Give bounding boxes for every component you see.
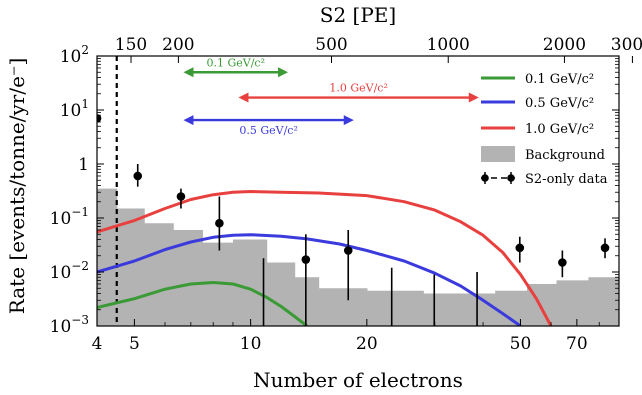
background-bin <box>116 208 145 326</box>
plot-area: 0.1 GeV/c² 1.0 GeV/c² 0.5 GeV/c² 4 5 10 20 50 70… <box>50 35 642 354</box>
background-bin <box>588 277 619 326</box>
top-axis-label: S2 [PE] <box>320 3 396 27</box>
background-bin <box>232 239 268 326</box>
y-tick-base: 10 <box>60 47 82 67</box>
legend-label: S2-only data <box>525 172 608 187</box>
background-bin <box>423 293 462 326</box>
plot-frame <box>96 55 620 327</box>
annotation-label: 0.1 GeV/c² <box>206 56 265 69</box>
y-tick-label: 101 <box>60 97 89 121</box>
y-tick-label: 10−1 <box>50 205 89 229</box>
data-point <box>343 246 353 255</box>
y-tick-label: 102 <box>60 43 89 67</box>
y-tick-base: 10 <box>50 317 72 337</box>
annotation-arrowhead-left <box>183 67 194 78</box>
x-tick-label: 5 <box>129 334 140 354</box>
annotation-1: 1.0 GeV/c² <box>238 82 479 103</box>
y-axis-label: Rate [events/tonne/yr/e⁻] <box>5 58 29 315</box>
y-tick-exponent: −2 <box>71 259 89 273</box>
data-point <box>558 258 567 267</box>
y-tick-base: 10 <box>50 263 72 283</box>
y-tick-base: 10 <box>60 101 82 121</box>
annotation-2: 0.5 GeV/c² <box>183 115 354 137</box>
data-point <box>215 218 224 228</box>
y-tick-exponent: 1 <box>81 97 89 111</box>
y-tick-label: 10−2 <box>50 259 89 283</box>
background-bin <box>556 280 590 326</box>
background-bin <box>318 288 368 326</box>
y-tick-label: 1 <box>78 155 89 175</box>
data-point <box>600 243 610 253</box>
x-tick-label: 70 <box>566 334 588 354</box>
top-tick-label: 2000 <box>543 35 586 55</box>
x-axis-label: Number of electrons <box>253 368 463 392</box>
data-point <box>176 192 186 201</box>
data-point <box>133 171 143 181</box>
background-bin <box>366 290 424 326</box>
legend-label: 0.1 GeV/c² <box>525 72 594 87</box>
y-tick-exponent: −3 <box>71 313 89 327</box>
y-tick-label: 10−3 <box>50 313 89 337</box>
legend-swatch-data-point <box>507 174 515 182</box>
top-tick-label: 200 <box>162 35 194 55</box>
data-point <box>515 243 525 253</box>
legend-label: 1.0 GeV/c² <box>525 122 594 137</box>
top-tick-label: 3000 <box>611 35 642 55</box>
annotation-arrowhead-right <box>343 115 354 126</box>
y-tick-base: 10 <box>50 209 72 229</box>
background-bin <box>144 223 174 326</box>
y-tick-exponent: 2 <box>81 43 89 57</box>
x-tick-label: 50 <box>510 334 532 354</box>
legend-swatch-background <box>481 146 515 162</box>
series-line-0 <box>97 281 308 326</box>
annotation-arrowhead-right <box>468 92 479 103</box>
plot-inner <box>97 56 619 326</box>
top-tick-label: 1000 <box>427 35 470 55</box>
series-line-2 <box>97 190 553 326</box>
annotation-arrowhead-right <box>278 67 289 78</box>
series-line-1 <box>97 233 522 326</box>
data-point <box>301 255 311 264</box>
legend-label: 0.5 GeV/c² <box>525 96 594 111</box>
legend-label: Background <box>525 148 605 163</box>
legend-swatch-data-point <box>481 174 489 182</box>
annotation-arrowhead-left <box>238 92 249 103</box>
annotation-label: 0.5 GeV/c² <box>239 124 298 137</box>
background-bin <box>266 262 296 326</box>
y-tick-exponent: −1 <box>71 205 89 219</box>
x-tick-label: 10 <box>240 334 262 354</box>
top-tick-label: 500 <box>315 35 347 55</box>
top-tick-label: 150 <box>115 35 147 55</box>
legend: 0.1 GeV/c² 0.5 GeV/c² 1.0 GeV/c² Background… <box>481 72 608 187</box>
annotation-arrowhead-left <box>183 115 194 126</box>
background-bin <box>97 188 118 326</box>
x-tick-label: 20 <box>356 334 378 354</box>
annotation-label: 1.0 GeV/c² <box>329 82 388 95</box>
x-tick-label: 4 <box>92 334 103 354</box>
annotation-0: 0.1 GeV/c² <box>183 56 289 78</box>
